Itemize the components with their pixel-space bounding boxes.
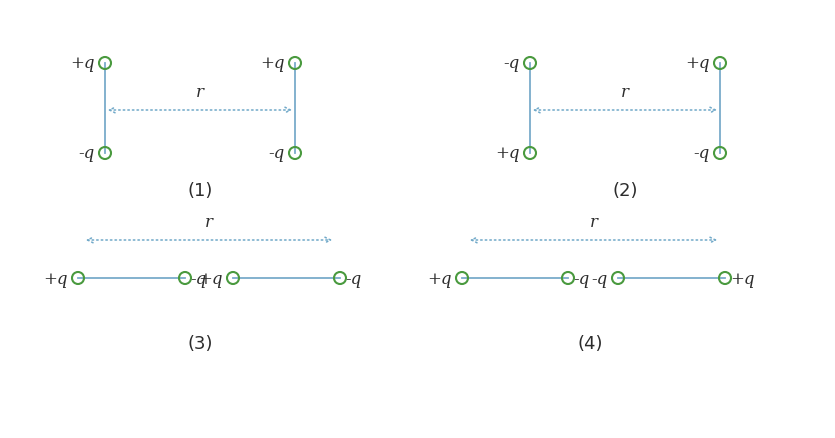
Text: (4): (4) [577, 334, 603, 352]
Text: -q: -q [694, 145, 710, 162]
Text: r: r [205, 213, 213, 230]
Text: -q: -q [592, 270, 608, 287]
Text: +q: +q [495, 145, 520, 162]
Text: +q: +q [730, 270, 755, 287]
Text: r: r [590, 213, 598, 230]
Text: +q: +q [70, 55, 95, 72]
Text: r: r [196, 84, 204, 101]
Text: -q: -q [78, 145, 95, 162]
Text: +q: +q [428, 270, 452, 287]
Text: -q: -q [190, 270, 206, 287]
Text: -q: -q [573, 270, 590, 287]
Text: +q: +q [43, 270, 68, 287]
Text: +q: +q [686, 55, 710, 72]
Text: +q: +q [261, 55, 285, 72]
Text: -q: -q [269, 145, 285, 162]
Text: (3): (3) [187, 334, 213, 352]
Text: (2): (2) [612, 182, 638, 200]
Text: +q: +q [199, 270, 223, 287]
Text: r: r [621, 84, 629, 101]
Text: -q: -q [345, 270, 362, 287]
Text: (1): (1) [187, 182, 213, 200]
Text: -q: -q [504, 55, 520, 72]
